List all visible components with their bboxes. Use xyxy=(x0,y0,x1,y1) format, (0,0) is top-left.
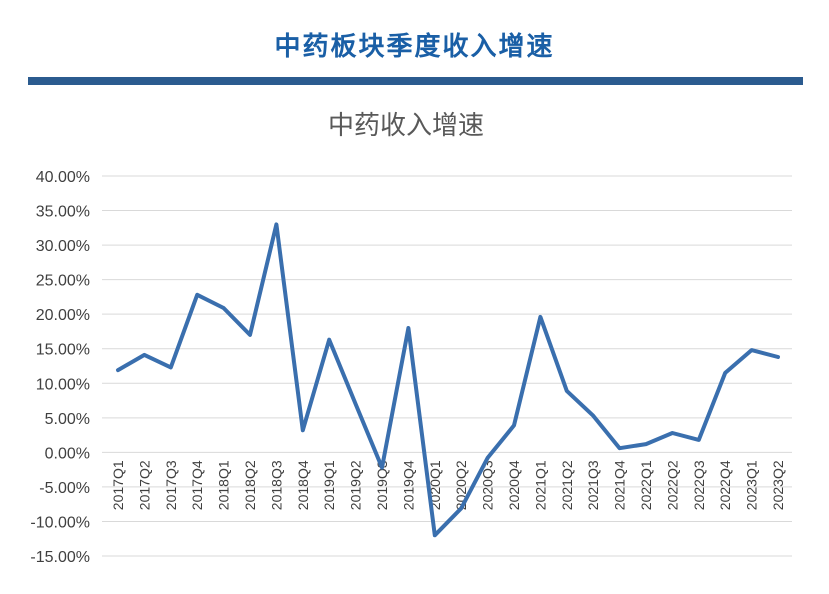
y-tick-label: 25.00% xyxy=(36,273,90,290)
data-point xyxy=(406,326,410,330)
data-point xyxy=(433,533,437,537)
chart-series xyxy=(116,222,780,538)
series-line xyxy=(116,222,780,538)
x-tick-label: 2023Q1 xyxy=(744,460,760,510)
x-tick-label: 2019Q1 xyxy=(321,460,337,510)
x-tick-label: 2020Q4 xyxy=(506,460,522,510)
y-tick-label: 5.00% xyxy=(45,411,90,428)
chart-title: 中药收入增速 xyxy=(328,111,484,141)
data-point xyxy=(222,306,226,310)
data-point xyxy=(248,333,252,337)
data-point xyxy=(116,368,120,372)
data-point xyxy=(776,355,780,359)
data-point xyxy=(723,371,727,375)
data-point xyxy=(670,431,674,435)
y-tick-label: -10.00% xyxy=(30,514,90,531)
data-point xyxy=(565,389,569,393)
data-point xyxy=(354,402,358,406)
data-point xyxy=(618,446,622,450)
x-tick-label: 2017Q4 xyxy=(189,460,205,510)
header-divider-bar xyxy=(28,77,803,85)
y-tick-label: 15.00% xyxy=(36,342,90,359)
data-point xyxy=(697,438,701,442)
header-title: 中药板块季度收入增速 xyxy=(274,32,555,62)
x-tick-label: 2019Q2 xyxy=(348,460,364,510)
x-tick-label: 2021Q3 xyxy=(585,460,601,510)
x-tick-label: 2021Q2 xyxy=(559,460,575,510)
x-tick-label: 2018Q2 xyxy=(242,460,258,510)
data-point xyxy=(512,423,516,427)
y-tick-label: 10.00% xyxy=(36,376,90,393)
x-tick-label: 2020Q3 xyxy=(480,460,496,510)
x-tick-label: 2019Q4 xyxy=(400,460,416,510)
x-tick-label: 2020Q2 xyxy=(453,460,469,510)
data-point xyxy=(644,442,648,446)
data-point xyxy=(459,506,463,510)
x-tick-label: 2021Q4 xyxy=(612,460,628,510)
x-tick-label: 2017Q1 xyxy=(110,460,126,510)
y-tick-label: 35.00% xyxy=(36,204,90,221)
data-point xyxy=(274,222,278,226)
y-tick-label: 30.00% xyxy=(36,238,90,255)
y-tick-label: -5.00% xyxy=(39,480,90,497)
x-tick-label: 2022Q2 xyxy=(664,460,680,510)
y-tick-label: 0.00% xyxy=(45,445,90,462)
x-tick-label: 2017Q3 xyxy=(163,460,179,510)
data-point xyxy=(169,365,173,369)
data-point xyxy=(538,315,542,319)
data-point xyxy=(486,456,490,460)
data-point xyxy=(380,466,384,470)
chart-gridlines xyxy=(102,175,792,557)
data-point xyxy=(327,338,331,342)
y-axis-ticks: 40.00% 35.00% 30.00% 25.00% 20.00% 15.00% 10.0… xyxy=(30,169,90,566)
x-tick-label: 2022Q3 xyxy=(691,460,707,510)
data-point xyxy=(591,414,595,418)
x-tick-label: 2018Q3 xyxy=(268,460,284,510)
data-point xyxy=(195,293,199,297)
x-tick-label: 2023Q2 xyxy=(770,460,786,510)
x-tick-label: 2018Q4 xyxy=(295,460,311,510)
data-point xyxy=(142,353,146,357)
y-tick-label: 40.00% xyxy=(36,169,90,186)
y-tick-label: -15.00% xyxy=(30,549,90,566)
x-tick-label: 2022Q4 xyxy=(717,460,733,510)
x-tick-label: 2022Q1 xyxy=(638,460,654,510)
x-axis-ticks: 2017Q1 2017Q2 2017Q3 2017Q4 2018Q1 2018Q2 2018… xyxy=(110,460,786,510)
x-tick-label: 2019Q3 xyxy=(374,460,390,510)
y-tick-label: 20.00% xyxy=(36,307,90,324)
x-tick-label: 2017Q2 xyxy=(136,460,152,510)
data-point xyxy=(750,348,754,352)
x-tick-label: 2021Q1 xyxy=(532,460,548,510)
x-tick-label: 2018Q1 xyxy=(216,460,232,510)
data-point xyxy=(301,428,305,432)
